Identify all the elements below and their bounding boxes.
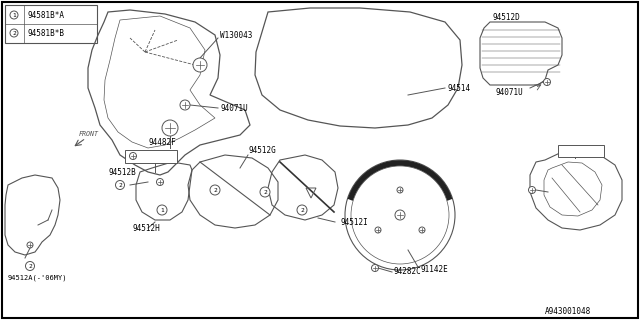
Text: 94482F: 94482F (148, 138, 176, 147)
Text: 2: 2 (118, 182, 122, 188)
Circle shape (157, 179, 163, 186)
Circle shape (27, 242, 33, 248)
Bar (125, 150, 177, 163)
Text: 94512G: 94512G (248, 146, 276, 155)
Circle shape (260, 187, 270, 197)
Text: 94282C: 94282C (393, 268, 420, 276)
Circle shape (157, 205, 167, 215)
Circle shape (210, 185, 220, 195)
Text: 94512I: 94512I (340, 218, 368, 227)
Circle shape (129, 153, 136, 159)
Circle shape (10, 11, 18, 19)
Circle shape (543, 78, 550, 85)
Circle shape (162, 120, 178, 136)
Circle shape (26, 261, 35, 270)
Circle shape (397, 187, 403, 193)
Text: 94512H: 94512H (132, 223, 160, 233)
Circle shape (375, 227, 381, 233)
Circle shape (115, 180, 125, 189)
Circle shape (180, 100, 190, 110)
Text: 2: 2 (12, 30, 16, 36)
Text: 94512B: 94512B (108, 167, 136, 177)
Text: 94512A(-'06MY): 94512A(-'06MY) (8, 275, 67, 281)
Circle shape (395, 210, 405, 220)
Text: A943001048: A943001048 (545, 308, 591, 316)
Circle shape (419, 227, 425, 233)
Text: FRONT: FRONT (79, 131, 99, 137)
Text: 94512D: 94512D (492, 12, 520, 21)
Text: 94282C: 94282C (141, 153, 166, 159)
Circle shape (371, 265, 378, 271)
Text: 2: 2 (263, 189, 267, 195)
Text: W130043: W130043 (220, 30, 252, 39)
Text: 94512C: 94512C (561, 147, 589, 156)
Circle shape (10, 29, 18, 37)
Text: 2: 2 (213, 188, 217, 193)
Bar (558, 145, 604, 157)
Text: 1: 1 (12, 12, 16, 18)
Circle shape (529, 187, 536, 194)
Text: 94071U: 94071U (495, 87, 523, 97)
Text: 2: 2 (28, 263, 32, 268)
Text: 1: 1 (160, 207, 164, 212)
Text: 94514: 94514 (447, 84, 470, 92)
Bar (5, 5, 97, 43)
Text: 91142E: 91142E (420, 266, 448, 275)
Text: 94071U: 94071U (220, 103, 248, 113)
Circle shape (297, 205, 307, 215)
Circle shape (193, 58, 207, 72)
Text: 94581B*B: 94581B*B (27, 28, 64, 37)
Text: 2: 2 (300, 207, 304, 212)
Text: 94581B*A: 94581B*A (27, 11, 64, 20)
